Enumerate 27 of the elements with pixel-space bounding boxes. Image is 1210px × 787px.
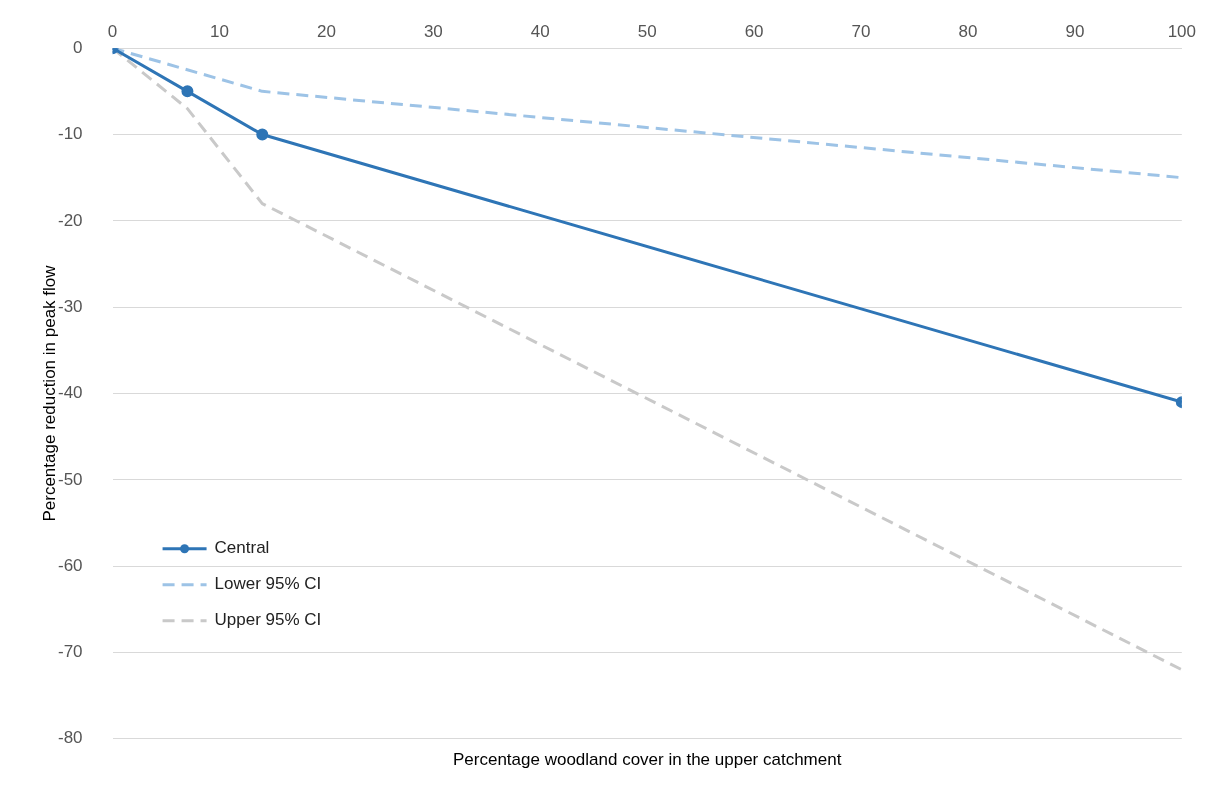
- y-tick-label: -60: [57, 555, 83, 575]
- y-tick-label: 0: [73, 37, 83, 57]
- y-tick-label: -30: [57, 296, 83, 316]
- y-tick-label: -50: [57, 469, 83, 489]
- legend-label: Lower 95% CI: [214, 574, 322, 594]
- y-tick-label: -80: [57, 728, 83, 748]
- x-tick-label: 70: [851, 21, 871, 41]
- x-tick-label: 10: [210, 21, 229, 41]
- x-tick-label: 100: [1167, 21, 1197, 41]
- x-tick-label: 80: [958, 21, 978, 41]
- legend-label: Upper 95% CI: [214, 610, 322, 630]
- y-tick-label: -10: [57, 124, 83, 144]
- x-tick-label: 60: [744, 21, 764, 41]
- y-tick-label: -20: [57, 210, 83, 230]
- y-tick-label: -70: [57, 642, 83, 662]
- x-axis-title: Percentage woodland cover in the upper catchment: [452, 750, 842, 770]
- y-tick-label: -40: [57, 383, 83, 403]
- point: [181, 85, 194, 98]
- point: [256, 128, 269, 141]
- x-tick-label: 90: [1065, 21, 1085, 41]
- y-axis-title: Percentage reduction in peak flow: [40, 264, 60, 522]
- x-tick-label: 30: [423, 21, 443, 41]
- x-tick-label: 20: [316, 21, 336, 41]
- x-tick-label: 0: [107, 21, 118, 41]
- x-tick-label: 40: [530, 21, 550, 41]
- legend-label: Central: [214, 538, 270, 558]
- x-tick-label: 50: [637, 21, 657, 41]
